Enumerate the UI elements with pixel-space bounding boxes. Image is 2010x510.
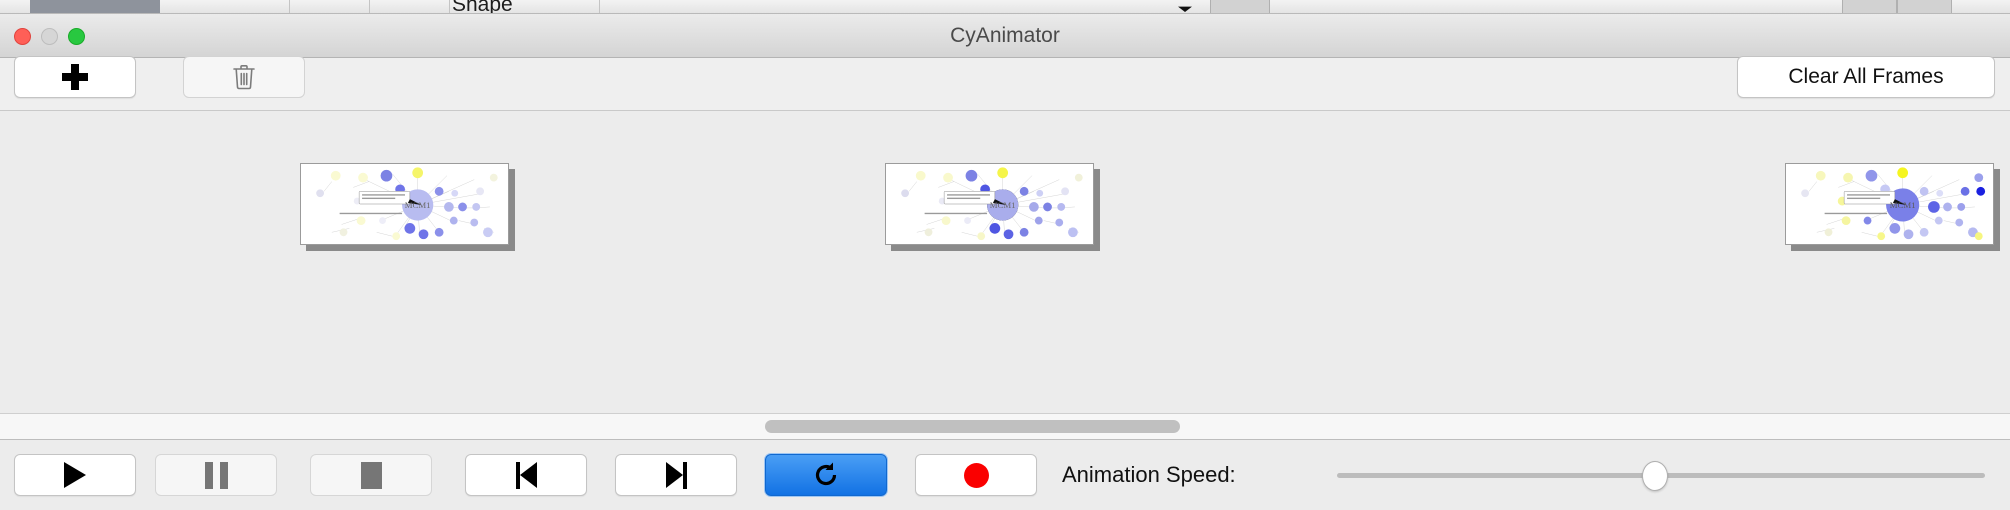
- animation-speed-slider[interactable]: [1337, 454, 1985, 496]
- plus-icon: [62, 64, 88, 90]
- record-icon: [963, 462, 989, 488]
- scrollbar-thumb[interactable]: [765, 420, 1180, 433]
- background-cell: [450, 0, 600, 13]
- clear-all-frames-button[interactable]: Clear All Frames: [1737, 56, 1995, 98]
- title-bar: CyAnimator: [0, 14, 2010, 58]
- frame-thumbnail: MCM1: [885, 163, 1094, 245]
- stop-icon: [360, 461, 382, 489]
- add-frame-button[interactable]: [14, 56, 136, 98]
- timeline-frame[interactable]: MCM1: [885, 163, 1100, 251]
- svg-text:MCM1: MCM1: [405, 200, 431, 210]
- background-titlebar-fragment: [30, 0, 160, 13]
- frame-thumbnail: MCM1: [1785, 163, 1994, 245]
- window-title: CyAnimator: [950, 24, 1060, 47]
- frame-thumbnail: MCM1: [300, 163, 509, 245]
- transport-bar: Animation Speed:: [0, 441, 2010, 510]
- skip-start-button[interactable]: [465, 454, 587, 496]
- minimize-button[interactable]: [41, 28, 58, 45]
- background-cell: [160, 0, 290, 13]
- background-window-strip: Shape: [0, 0, 2010, 14]
- play-button[interactable]: [14, 454, 136, 496]
- network-thumbnail-icon: MCM1: [316, 167, 498, 241]
- background-box: [1210, 0, 1270, 13]
- skip-forward-icon: [665, 461, 687, 489]
- background-box: [1897, 0, 1952, 13]
- background-marker-icon: [1178, 6, 1192, 12]
- clear-all-frames-label: Clear All Frames: [1788, 65, 1944, 88]
- record-button[interactable]: [915, 454, 1037, 496]
- skip-back-icon: [515, 461, 537, 489]
- svg-text:MCM1: MCM1: [1890, 200, 1916, 210]
- network-thumbnail-icon: MCM1: [901, 167, 1083, 241]
- network-thumbnail-icon: MCM1: [1801, 167, 1986, 241]
- close-button[interactable]: [14, 28, 31, 45]
- timeline-scrollbar[interactable]: [0, 414, 2010, 440]
- loop-button[interactable]: [765, 454, 887, 496]
- frames-toolbar: [0, 58, 2010, 111]
- window-controls: [14, 28, 85, 45]
- delete-frame-button[interactable]: [183, 56, 305, 98]
- timeline-frame[interactable]: MCM1: [300, 163, 515, 251]
- background-cell: [290, 0, 370, 13]
- stop-button[interactable]: [310, 454, 432, 496]
- pause-icon: [204, 461, 228, 489]
- background-box: [1842, 0, 1897, 13]
- timeline-frame[interactable]: MCM1: [1785, 163, 2000, 251]
- background-cell: [370, 0, 450, 13]
- loop-icon: [815, 462, 837, 486]
- timeline-panel[interactable]: MCM1: [0, 111, 2010, 414]
- background-window-label: Shape: [452, 0, 513, 14]
- skip-end-button[interactable]: [615, 454, 737, 496]
- pause-button[interactable]: [155, 454, 277, 496]
- play-icon: [64, 462, 86, 488]
- slider-thumb[interactable]: [1642, 461, 1668, 491]
- svg-text:MCM1: MCM1: [990, 200, 1016, 210]
- animation-speed-label: Animation Speed:: [1062, 462, 1236, 487]
- trash-icon: [233, 65, 255, 90]
- maximize-button[interactable]: [68, 28, 85, 45]
